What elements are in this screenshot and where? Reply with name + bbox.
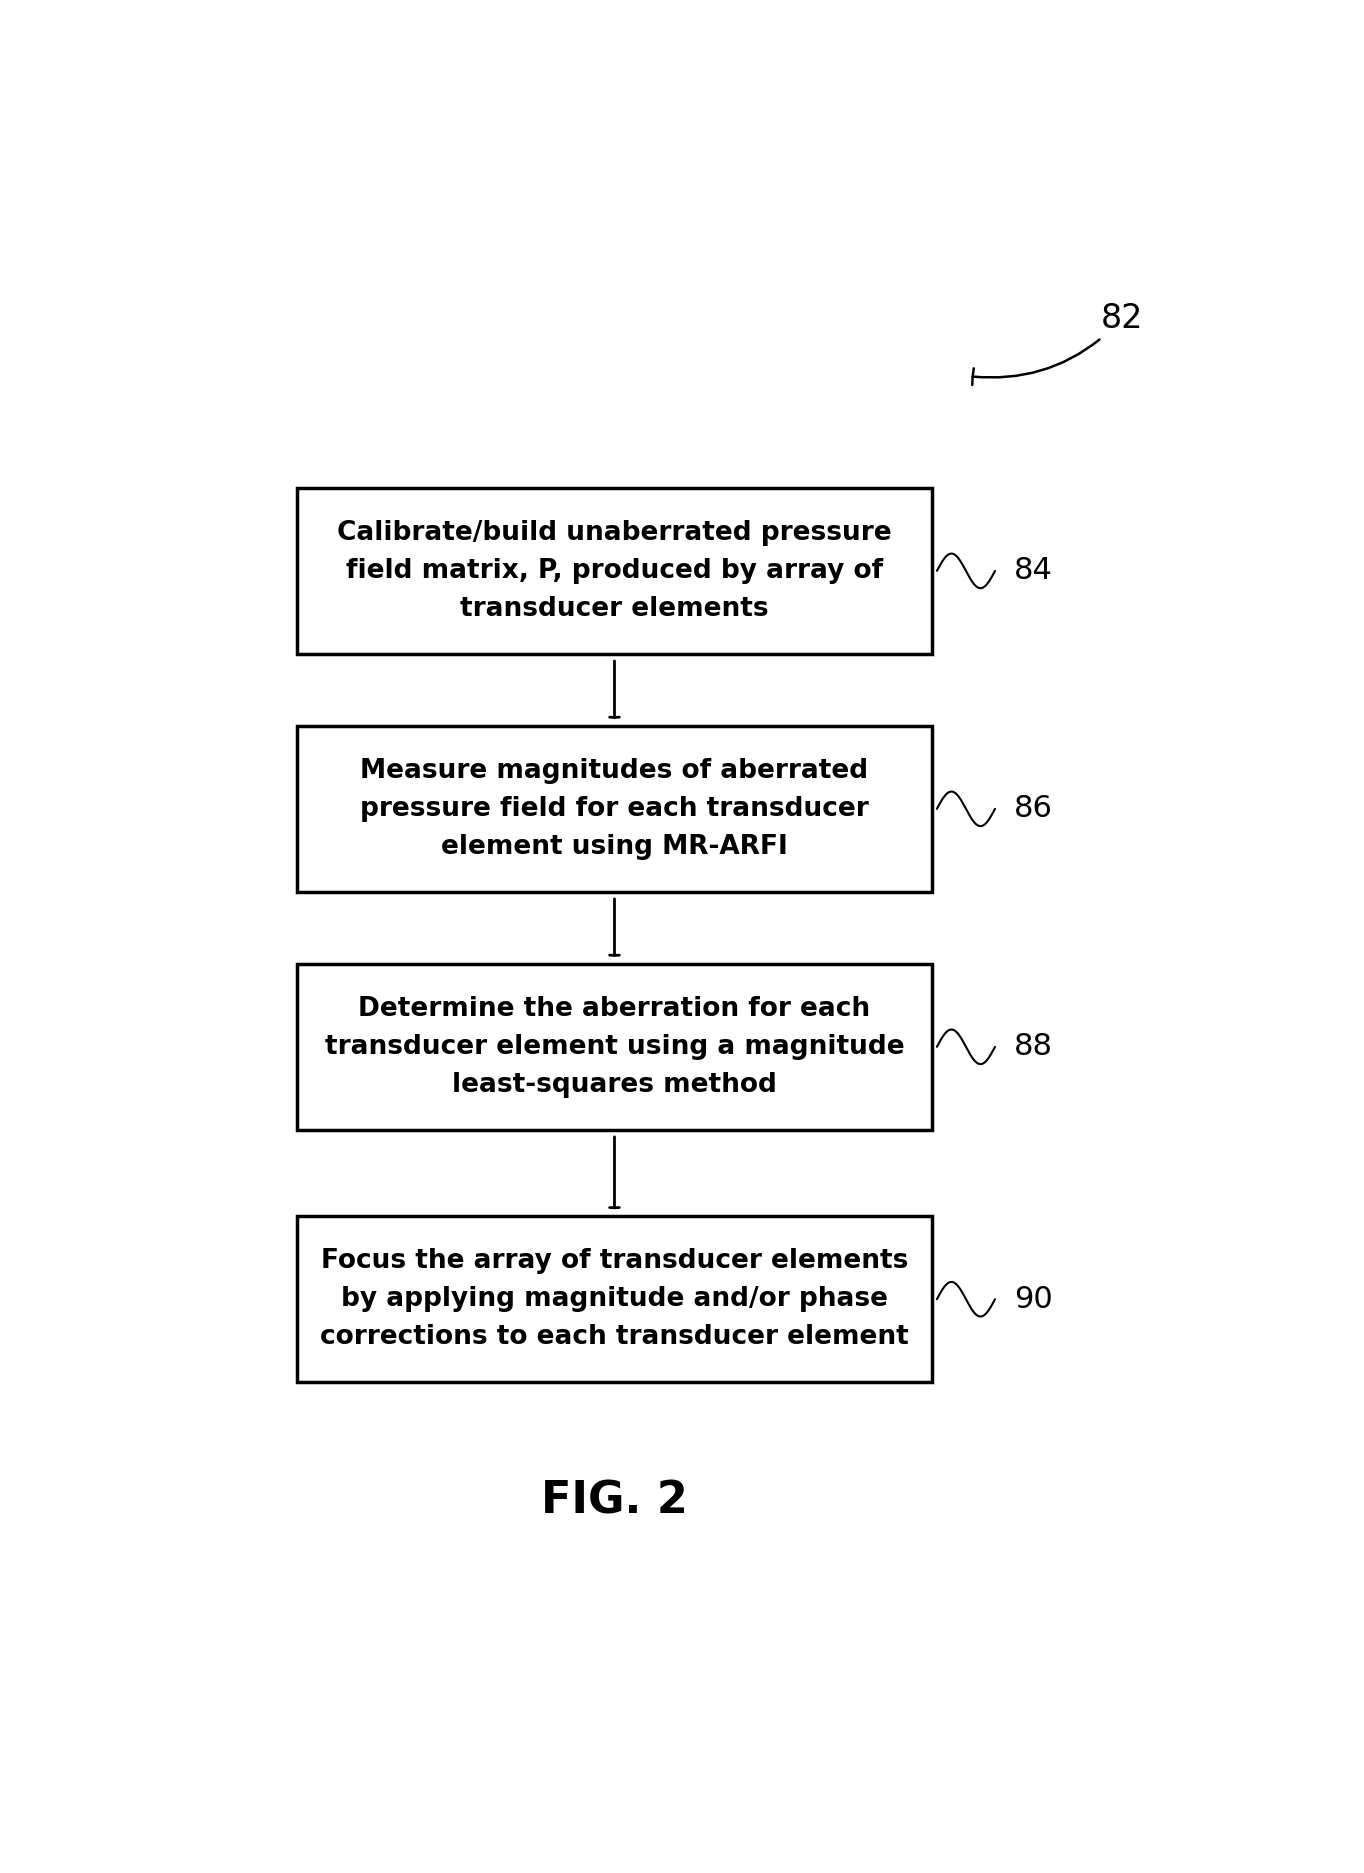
Text: Calibrate/build unaberrated pressure
field matrix, P, produced by array of
trans: Calibrate/build unaberrated pressure fie…: [337, 521, 892, 622]
Bar: [297, 489, 932, 654]
Text: 90: 90: [1013, 1285, 1053, 1313]
Bar: [297, 727, 932, 892]
Text: 84: 84: [1013, 556, 1053, 586]
Text: Measure magnitudes of aberrated
pressure field for each transducer
element using: Measure magnitudes of aberrated pressure…: [360, 759, 869, 860]
Bar: [297, 1216, 932, 1382]
Text: 88: 88: [1013, 1032, 1053, 1062]
Text: 82: 82: [973, 302, 1143, 386]
Text: FIG. 2: FIG. 2: [542, 1480, 687, 1523]
Text: 86: 86: [1013, 794, 1053, 824]
Text: Focus the array of transducer elements
by applying magnitude and/or phase
correc: Focus the array of transducer elements b…: [321, 1247, 908, 1350]
Bar: [297, 965, 932, 1129]
Text: Determine the aberration for each
transducer element using a magnitude
least-squ: Determine the aberration for each transd…: [325, 996, 904, 1098]
